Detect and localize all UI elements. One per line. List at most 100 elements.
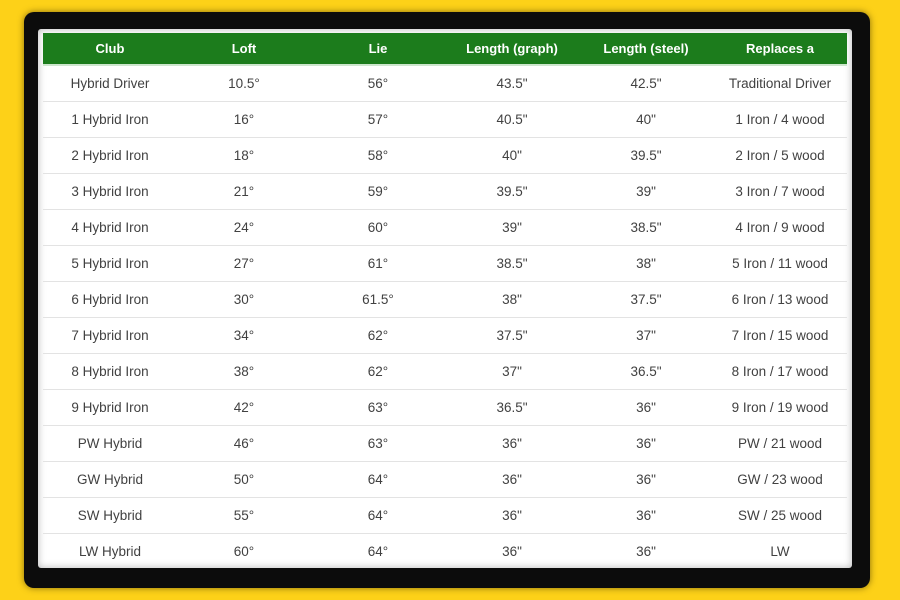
table-cell: 55°	[177, 497, 311, 534]
column-header-length-graph: Length (graph)	[445, 33, 579, 66]
table-row: 7 Hybrid Iron 34° 62° 37.5" 37" 7 Iron / 15 w…	[43, 317, 847, 354]
table-cell: 38.5"	[579, 209, 713, 246]
table-cell: 7 Hybrid Iron	[43, 317, 177, 354]
table-cell: 36"	[579, 389, 713, 426]
table-cell: PW / 21 wood	[713, 425, 847, 462]
table-cell: 10.5°	[177, 65, 311, 102]
spec-table: Club Loft Lie Length (graph) Length (steel) R…	[43, 33, 847, 569]
table-cell: 5 Hybrid Iron	[43, 245, 177, 282]
table-cell: 3 Hybrid Iron	[43, 173, 177, 210]
table-cell: 4 Hybrid Iron	[43, 209, 177, 246]
table-row: 3 Hybrid Iron 21° 59° 39.5" 39" 3 Iron / 7 wo…	[43, 173, 847, 210]
table-cell: 38"	[445, 281, 579, 318]
table-cell: 42.5"	[579, 65, 713, 102]
table-cell: 37"	[579, 317, 713, 354]
column-header-lie: Lie	[311, 33, 445, 66]
table-cell: 27°	[177, 245, 311, 282]
table-cell: 1 Iron / 4 wood	[713, 101, 847, 138]
table-cell: 37.5"	[445, 317, 579, 354]
table-cell: GW Hybrid	[43, 461, 177, 498]
table-cell: 39.5"	[445, 173, 579, 210]
table-cell: Traditional Driver	[713, 65, 847, 102]
table-cell: 39.5"	[579, 137, 713, 174]
table-body: Hybrid Driver 10.5° 56° 43.5" 42.5" Tradition…	[43, 65, 847, 569]
table-cell: 36"	[636, 544, 656, 559]
table-row: GW Hybrid 50° 64° 36" 36" GW / 23 wood	[43, 461, 847, 498]
table-cell: LW Hybrid	[78, 544, 141, 559]
table-cell: 36.5"	[579, 353, 713, 390]
table-cell: 7 Iron / 15 wood	[713, 317, 847, 354]
table-cell: SW Hybrid	[43, 497, 177, 534]
table-row: Hybrid Driver 10.5° 56° 43.5" 42.5" Tradition…	[43, 65, 847, 102]
table-cell: 37.5"	[579, 281, 713, 318]
table-cell: 36"	[579, 425, 713, 462]
table-cell: 8 Iron / 17 wood	[713, 353, 847, 390]
table-cell: 61.5°	[311, 281, 445, 318]
table-cell: 64°	[311, 497, 445, 534]
table-cell: 21°	[177, 173, 311, 210]
table-row: LW Hybrid 60° 64° 36" 36" LW	[43, 534, 847, 570]
table-row: PW Hybrid 46° 63° 36" 36" PW / 21 wood	[43, 425, 847, 462]
table-cell: 40"	[445, 137, 579, 174]
table-cell: 36"	[579, 497, 713, 534]
table-cell: 46°	[177, 425, 311, 462]
table-cell: 36"	[445, 425, 579, 462]
table-cell: 40.5"	[445, 101, 579, 138]
table-cell: 36"	[445, 497, 579, 534]
table-cell: 36"	[445, 461, 579, 498]
table-cell: 62°	[311, 317, 445, 354]
table-cell: Hybrid Driver	[43, 65, 177, 102]
table-cell: 57°	[311, 101, 445, 138]
table-cell: 59°	[311, 173, 445, 210]
table-cell: 5 Iron / 11 wood	[713, 245, 847, 282]
table-row: 5 Hybrid Iron 27° 61° 38.5" 38" 5 Iron / 11 w…	[43, 245, 847, 282]
table-cell: SW / 25 wood	[713, 497, 847, 534]
table-cell: 9 Iron / 19 wood	[713, 389, 847, 426]
table-cell: 16°	[177, 101, 311, 138]
table-cell: 60°	[311, 209, 445, 246]
table-cell: 64°	[367, 544, 389, 559]
table-cell: 39"	[445, 209, 579, 246]
table-header: Club Loft Lie Length (graph) Length (steel) R…	[43, 33, 847, 66]
table-row: 1 Hybrid Iron 16° 57° 40.5" 40" 1 Iron / 4 wo…	[43, 101, 847, 138]
header-row: Club Loft Lie Length (graph) Length (steel) R…	[43, 33, 847, 66]
table-cell: 56°	[311, 65, 445, 102]
table-cell: 42°	[177, 389, 311, 426]
table-cell: LW	[770, 544, 790, 559]
table-cell: 61°	[311, 245, 445, 282]
table-row: 8 Hybrid Iron 38° 62° 37" 36.5" 8 Iron / 17 w…	[43, 353, 847, 390]
table-row: SW Hybrid 55° 64° 36" 36" SW / 25 wood	[43, 497, 847, 534]
table-cell: 39"	[579, 173, 713, 210]
table-cell: 38.5"	[445, 245, 579, 282]
table-cell: 64°	[311, 461, 445, 498]
table-cell: 30°	[177, 281, 311, 318]
table-cell: 18°	[177, 137, 311, 174]
table-cell: 63°	[311, 425, 445, 462]
table-row: 6 Hybrid Iron 30° 61.5° 38" 37.5" 6 Iron / 13…	[43, 281, 847, 318]
table-cell: 38°	[177, 353, 311, 390]
table-cell: 3 Iron / 7 wood	[713, 173, 847, 210]
table-cell: 4 Iron / 9 wood	[713, 209, 847, 246]
table-cell: 40"	[579, 101, 713, 138]
column-header-club: Club	[43, 33, 177, 66]
table-cell: 6 Iron / 13 wood	[713, 281, 847, 318]
table-cell: PW Hybrid	[43, 425, 177, 462]
table-cell: 50°	[177, 461, 311, 498]
column-header-replaces-a: Replaces a	[713, 33, 847, 66]
table-cell: 24°	[177, 209, 311, 246]
column-header-loft: Loft	[177, 33, 311, 66]
table-cell: 9 Hybrid Iron	[43, 389, 177, 426]
table-cell: 58°	[311, 137, 445, 174]
table-cell: 36"	[502, 544, 522, 559]
table-panel: Club Loft Lie Length (graph) Length (steel) R…	[38, 29, 852, 568]
table-row: 9 Hybrid Iron 42° 63° 36.5" 36" 9 Iron / 19 w…	[43, 389, 847, 426]
table-cell: 6 Hybrid Iron	[43, 281, 177, 318]
table-cell: 60°	[233, 544, 255, 559]
table-cell: 36"	[579, 461, 713, 498]
black-frame: Club Loft Lie Length (graph) Length (steel) R…	[24, 12, 870, 588]
table-row: 2 Hybrid Iron 18° 58° 40" 39.5" 2 Iron / 5 wo…	[43, 137, 847, 174]
table-cell: 2 Hybrid Iron	[43, 137, 177, 174]
table-cell: 36.5"	[445, 389, 579, 426]
table-cell: GW / 23 wood	[713, 461, 847, 498]
